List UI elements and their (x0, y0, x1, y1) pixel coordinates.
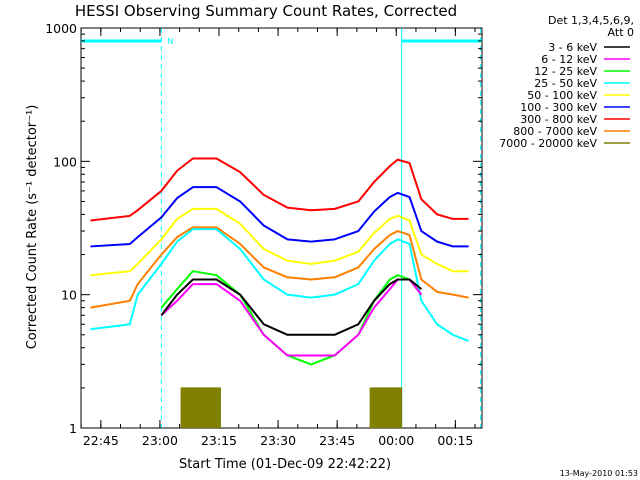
legend-entry-5: 100 - 300 keV (520, 101, 597, 114)
legend-entry-4: 50 - 100 keV (527, 89, 597, 102)
legend-entry-3: 25 - 50 keV (534, 77, 597, 90)
legend-entry-2: 12 - 25 keV (534, 65, 597, 78)
x-axis-label: Start Time (01-Dec-09 22:42:22) (179, 457, 391, 472)
legend-entry-7: 800 - 7000 keV (513, 125, 597, 138)
x-tick-label-1: 23:00 (142, 433, 178, 448)
bar-flag-label: N (167, 37, 173, 46)
x-tick-label-5: 00:00 (378, 433, 414, 448)
y-tick-label-1: 10 (61, 288, 77, 303)
legend-entry-8: 7000 - 20000 keV (499, 137, 597, 150)
legend-header-line-2: Att 0 (608, 26, 634, 39)
series-line-2 (160, 270, 423, 366)
legend-entry-6: 300 - 800 keV (520, 113, 597, 126)
timestamp: 13-May-2010 01:53 (560, 469, 638, 478)
plot-frame (80, 27, 483, 429)
legend-entry-1: 6 - 12 keV (541, 53, 597, 66)
y-tick-label-3: 1000 (45, 21, 77, 36)
y-tick-label-0: 1 (69, 421, 77, 436)
series-line-8 (180, 387, 221, 428)
x-tick-label-2: 23:15 (201, 433, 237, 448)
series-line-1 (160, 278, 423, 357)
x-tick-label-6: 00:15 (437, 433, 473, 448)
series-line-7 (90, 226, 469, 309)
series-line-6 (90, 157, 469, 222)
x-tick-label-0: 22:45 (83, 433, 119, 448)
legend-header-line-1: Det 1,3,4,5,6,9, (548, 14, 634, 27)
x-tick-label-4: 23:45 (319, 433, 355, 448)
series-line-5 (90, 186, 469, 248)
plot-area: N 1 10 100 1000 22:45 23:00 23:15 23:30 23:45 00:0… (45, 21, 483, 448)
y-axis-label: Corrected Count Rate (s⁻¹ detector⁻¹) (25, 105, 40, 350)
legend-entry-0: 3 - 6 keV (548, 41, 597, 54)
chart-title: HESSI Observing Summary Count Rates, Cor… (75, 2, 457, 20)
x-tick-label-3: 23:30 (260, 433, 296, 448)
series-line-8 (369, 387, 403, 428)
series-line-3 (90, 228, 469, 342)
series-line-4 (90, 207, 469, 277)
y-tick-label-2: 100 (53, 154, 77, 169)
series-line-0 (160, 278, 422, 336)
